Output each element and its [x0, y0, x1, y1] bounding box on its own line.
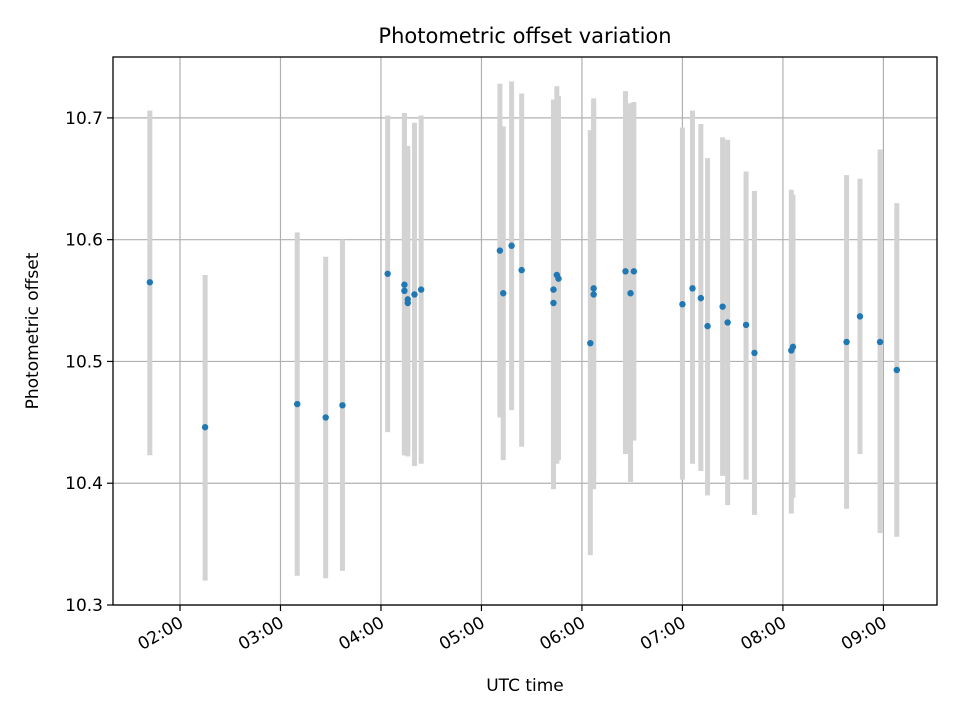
x-axis-label: UTC time: [486, 676, 564, 696]
data-point: [508, 242, 515, 249]
data-point: [201, 424, 209, 431]
data-point: [496, 247, 504, 254]
data-point: [742, 321, 750, 329]
data-point: [322, 414, 329, 421]
data-point: [590, 291, 597, 298]
data-point: [856, 313, 864, 320]
data-point: [704, 322, 711, 330]
data-point: [587, 339, 594, 347]
data-point: [789, 343, 797, 351]
data-point: [555, 275, 562, 282]
data-point: [630, 268, 638, 275]
data-point: [622, 268, 629, 275]
y-axis-label: Photometric offset: [23, 252, 43, 409]
data-point: [339, 402, 346, 409]
data-point: [550, 299, 557, 307]
data-point: [518, 266, 525, 274]
data-point: [401, 287, 408, 295]
data-point: [679, 301, 686, 308]
data-point: [294, 400, 301, 408]
data-point: [401, 281, 408, 288]
data-point: [411, 291, 418, 298]
data-point: [404, 299, 411, 307]
data-point: [697, 294, 705, 302]
data-point: [843, 338, 850, 346]
y-tick-label: 10.4: [65, 474, 103, 494]
data-point: [627, 290, 634, 297]
data-point: [550, 286, 557, 293]
data-point: [719, 303, 726, 310]
y-axis-ticks: 10.3 10.4 10.5 10.6 10.7: [65, 109, 113, 616]
data-point: [590, 285, 597, 292]
data-point: [417, 286, 425, 293]
y-tick-label: 10.6: [65, 231, 103, 251]
y-tick-label: 10.3: [65, 596, 103, 616]
chart-title: Photometric offset variation: [378, 24, 671, 48]
data-point: [500, 290, 507, 297]
y-tick-label: 10.7: [65, 109, 103, 129]
data-point: [384, 270, 391, 277]
data-point: [146, 279, 154, 286]
plot-frame: [112, 56, 938, 606]
data-points: [146, 242, 901, 431]
data-point: [893, 366, 901, 374]
data-point: [724, 319, 731, 326]
data-point: [751, 349, 758, 357]
y-tick-label: 10.5: [65, 352, 103, 372]
data-point: [876, 338, 884, 346]
data-point: [689, 285, 696, 292]
